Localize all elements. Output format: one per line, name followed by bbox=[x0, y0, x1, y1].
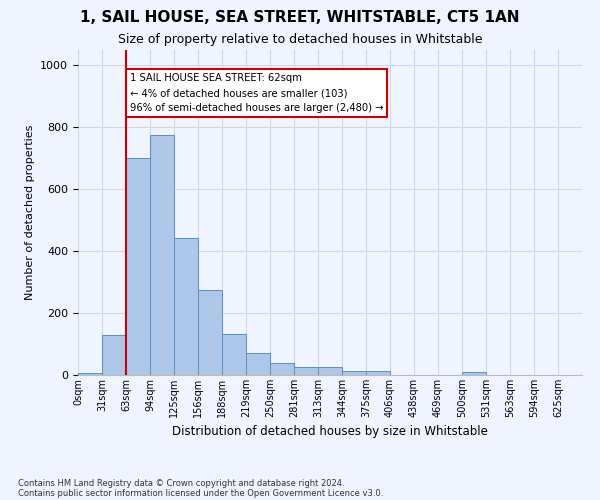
Text: 1, SAIL HOUSE, SEA STREET, WHITSTABLE, CT5 1AN: 1, SAIL HOUSE, SEA STREET, WHITSTABLE, C… bbox=[80, 10, 520, 25]
Text: Contains public sector information licensed under the Open Government Licence v3: Contains public sector information licen… bbox=[18, 488, 383, 498]
Bar bbox=[102, 336, 126, 375]
Bar bbox=[342, 371, 366, 375]
Bar bbox=[78, 372, 102, 375]
Bar bbox=[174, 238, 198, 375]
Text: Contains HM Land Registry data © Crown copyright and database right 2024.: Contains HM Land Registry data © Crown c… bbox=[18, 478, 344, 488]
Bar bbox=[246, 354, 270, 375]
Bar bbox=[318, 368, 342, 375]
Bar bbox=[198, 290, 222, 375]
Bar bbox=[462, 372, 486, 375]
Text: Size of property relative to detached houses in Whitstable: Size of property relative to detached ho… bbox=[118, 32, 482, 46]
Bar bbox=[270, 362, 294, 375]
Bar bbox=[222, 334, 246, 375]
Bar bbox=[126, 158, 150, 375]
Bar bbox=[294, 368, 318, 375]
Text: 1 SAIL HOUSE SEA STREET: 62sqm
← 4% of detached houses are smaller (103)
96% of : 1 SAIL HOUSE SEA STREET: 62sqm ← 4% of d… bbox=[130, 73, 383, 113]
Bar bbox=[366, 371, 390, 375]
Y-axis label: Number of detached properties: Number of detached properties bbox=[25, 125, 35, 300]
X-axis label: Distribution of detached houses by size in Whitstable: Distribution of detached houses by size … bbox=[172, 426, 488, 438]
Bar bbox=[150, 135, 174, 375]
